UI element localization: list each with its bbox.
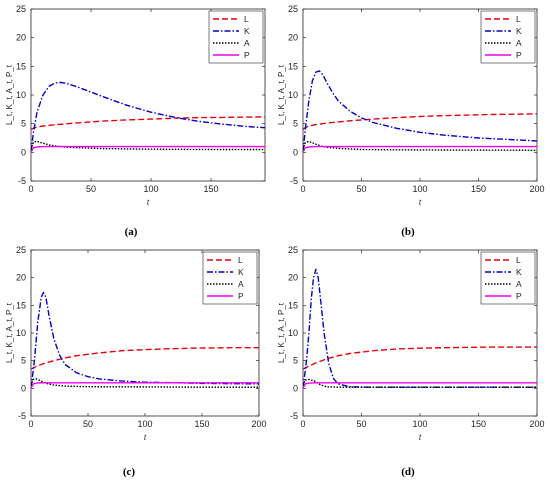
legend-label-P: P xyxy=(244,50,250,60)
legend-label-L: L xyxy=(516,255,521,265)
x-tick-label: 150 xyxy=(471,419,486,429)
y-axis-label: L_t, K_t, A_t, P_t xyxy=(5,64,14,125)
series-line-P xyxy=(303,382,537,389)
x-tick-label: 100 xyxy=(412,184,427,194)
panel-caption: (c) xyxy=(123,466,136,478)
x-axis-label: t xyxy=(147,198,150,207)
legend-label-A: A xyxy=(516,279,522,289)
series-line-P xyxy=(31,145,265,153)
legend-label-P: P xyxy=(516,50,522,60)
series-line-L xyxy=(303,346,537,370)
legend-label-L: L xyxy=(516,14,521,24)
x-tick-label: 50 xyxy=(86,184,96,194)
series-line-K xyxy=(303,70,537,153)
legend-label-K: K xyxy=(244,26,250,36)
panel-caption: (a) xyxy=(125,226,138,238)
y-tick-label: 10 xyxy=(16,328,26,338)
y-tick-label: 15 xyxy=(288,300,298,310)
y-tick-label: 0 xyxy=(293,383,298,393)
panel-caption: (b) xyxy=(401,226,415,238)
legend-label-K: K xyxy=(516,267,522,277)
y-tick-label: 25 xyxy=(288,4,298,14)
series-line-P xyxy=(31,382,259,389)
y-tick-label: 0 xyxy=(293,147,298,157)
legend-label-A: A xyxy=(238,279,244,289)
y-tick-label: 20 xyxy=(16,33,26,43)
legend-label-L: L xyxy=(238,255,243,265)
legend-label-L: L xyxy=(244,14,249,24)
legend-label-A: A xyxy=(244,38,250,48)
series-line-A xyxy=(303,140,537,151)
x-tick-label: 50 xyxy=(356,184,366,194)
y-tick-label: -5 xyxy=(290,411,298,421)
y-tick-label: 20 xyxy=(288,33,298,43)
y-tick-label: 5 xyxy=(293,119,298,129)
y-tick-label: 15 xyxy=(16,61,26,71)
series-line-A xyxy=(31,378,259,388)
x-tick-label: 100 xyxy=(412,419,427,429)
y-tick-label: 20 xyxy=(16,273,26,283)
series-line-K xyxy=(31,291,259,389)
x-tick-label: 200 xyxy=(251,419,266,429)
y-axis-label: L_t, K_t, A_t, P_t xyxy=(5,302,14,363)
x-tick-label: 0 xyxy=(28,419,33,429)
x-tick-label: 150 xyxy=(194,419,209,429)
legend-label-K: K xyxy=(516,26,522,36)
legend-label-K: K xyxy=(238,267,244,277)
y-tick-label: -5 xyxy=(18,411,26,421)
legend-label-P: P xyxy=(238,291,244,301)
x-tick-label: 200 xyxy=(529,184,544,194)
series-line-A xyxy=(303,378,537,388)
y-tick-label: 25 xyxy=(16,245,26,255)
x-tick-label: 150 xyxy=(471,184,486,194)
series-line-L xyxy=(303,113,537,130)
y-tick-label: 10 xyxy=(288,90,298,100)
series-line-P xyxy=(303,145,537,153)
y-tick-label: -5 xyxy=(18,176,26,186)
y-tick-label: 25 xyxy=(288,245,298,255)
x-tick-label: 0 xyxy=(28,184,33,194)
series-line-K xyxy=(31,81,265,153)
y-tick-label: 25 xyxy=(16,4,26,14)
y-tick-label: 5 xyxy=(21,119,26,129)
x-tick-label: 0 xyxy=(300,184,305,194)
x-axis-label: t xyxy=(419,433,422,442)
legend-label-A: A xyxy=(516,38,522,48)
y-tick-label: 5 xyxy=(293,356,298,366)
x-tick-label: 100 xyxy=(143,184,158,194)
x-axis-label: t xyxy=(144,433,147,442)
x-tick-label: 0 xyxy=(300,419,305,429)
x-tick-label: 50 xyxy=(83,419,93,429)
y-tick-label: 15 xyxy=(16,300,26,310)
y-axis-label: L_t, K_t, A_t, P_t xyxy=(277,64,286,125)
x-tick-label: 100 xyxy=(137,419,152,429)
y-tick-label: 10 xyxy=(288,328,298,338)
legend-label-P: P xyxy=(516,291,522,301)
x-tick-label: 150 xyxy=(203,184,218,194)
y-tick-label: 0 xyxy=(21,147,26,157)
y-axis-label: L_t, K_t, A_t, P_t xyxy=(277,302,286,363)
y-tick-label: 5 xyxy=(21,356,26,366)
y-tick-label: 0 xyxy=(21,383,26,393)
x-tick-label: 50 xyxy=(356,419,366,429)
y-tick-label: -5 xyxy=(290,176,298,186)
series-line-L xyxy=(31,116,265,131)
panel-caption: (d) xyxy=(401,466,415,478)
series-line-L xyxy=(31,347,259,370)
y-tick-label: 15 xyxy=(288,61,298,71)
y-tick-label: 20 xyxy=(288,273,298,283)
x-axis-label: t xyxy=(419,198,422,207)
x-tick-label: 200 xyxy=(529,419,544,429)
y-tick-label: 10 xyxy=(16,90,26,100)
